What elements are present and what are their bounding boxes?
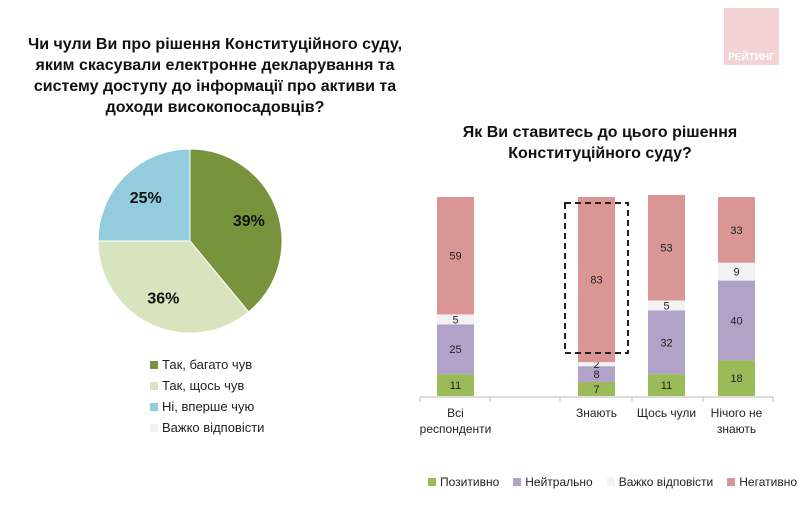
legend-swatch (150, 402, 158, 411)
legend-label: Позитивно (440, 475, 500, 489)
bar-segment (718, 262, 755, 281)
bar-data-label: 18 (730, 373, 742, 385)
x-tick-label: Всі респонденти (419, 406, 492, 436)
bar-data-label: 5 (663, 300, 669, 312)
x-tick-label: Нічого не знають (710, 406, 763, 436)
legend-label: Важко відповісти (162, 420, 265, 435)
legend-swatch (428, 478, 436, 486)
legend-swatch (150, 423, 158, 432)
pie-data-label: 39% (233, 213, 265, 230)
legend-swatch (606, 478, 615, 486)
rating-logo: РЕЙТИНГ (724, 8, 779, 65)
legend-label: Негативно (739, 475, 798, 489)
legend-label: Так, щось чув (162, 378, 245, 393)
bar-data-label: 83 (590, 275, 602, 287)
bar-segment (437, 197, 474, 315)
bar-segment (718, 360, 755, 396)
pie-legend-item: Важко відповісти (150, 420, 264, 435)
highlight-box (564, 202, 629, 354)
legend-swatch (727, 478, 736, 486)
legend-label: Так, багато чув (162, 357, 253, 372)
pie-data-label: 25% (130, 190, 162, 207)
bar-segment (578, 197, 615, 363)
bar-segment (578, 362, 615, 367)
bar-data-label: 32 (660, 337, 672, 349)
bar-data-label: 53 (660, 243, 672, 255)
bar-legend-item: Важко відповісти (606, 475, 714, 489)
bar-data-label: 25 (449, 344, 461, 356)
pie-legend-item: Так, багато чув (150, 357, 252, 372)
bar-segment (718, 197, 755, 263)
bar-title: Як Ви ставитесь до цього рішення Констит… (462, 124, 738, 162)
bar-data-label: 5 (452, 314, 458, 326)
pie-slice (97, 240, 250, 334)
bar-legend: Позитивно Нейтрально Важко відповісти Негат… (428, 475, 797, 489)
pie-legend-item: Так, щось чув (150, 378, 244, 393)
bar-data-label: 7 (593, 384, 599, 396)
x-tick-label: Знають (575, 406, 618, 420)
pie-slice (97, 148, 191, 242)
bar-data-label: 11 (661, 380, 672, 392)
bar-data-label: 59 (449, 251, 461, 263)
bar-data-label: 40 (730, 315, 742, 327)
bar-legend-item: Негативно (727, 475, 797, 489)
bar-segment (437, 314, 474, 325)
bar-segment (437, 374, 474, 396)
legend-swatch (150, 381, 158, 390)
legend-label: Ні, вперше чую (162, 399, 255, 414)
bar-legend-item: Нейтрально (513, 475, 593, 489)
legend-label: Нейтрально (525, 475, 593, 489)
bar-legend-item: Позитивно (428, 475, 499, 489)
pie-data-label: 36% (147, 291, 179, 308)
bar-data-label: 9 (733, 267, 739, 279)
legend-label: Важко відповісти (618, 475, 714, 489)
bar-segment (648, 300, 685, 311)
bar-data-label: 8 (593, 369, 599, 381)
bar-segment (437, 324, 474, 375)
bar-segment (718, 280, 755, 361)
pie-legend-item: Ні, вперше чую (150, 399, 254, 414)
bar-segment (578, 382, 615, 396)
bar-segment (648, 310, 685, 375)
bar-segment (578, 366, 615, 383)
bar-data-label: 11 (450, 380, 461, 392)
bar-data-label: 2 (593, 359, 599, 371)
legend-swatch (150, 360, 158, 369)
pie-slice (189, 148, 283, 313)
bar-segment (648, 195, 685, 301)
x-tick-label: Щось чули (636, 406, 697, 420)
bar-data-label: 33 (730, 225, 742, 237)
pie-title: Чи чули Ви про рішення Конституційного с… (27, 36, 403, 116)
bar-segment (648, 374, 685, 396)
legend-swatch (513, 478, 522, 486)
